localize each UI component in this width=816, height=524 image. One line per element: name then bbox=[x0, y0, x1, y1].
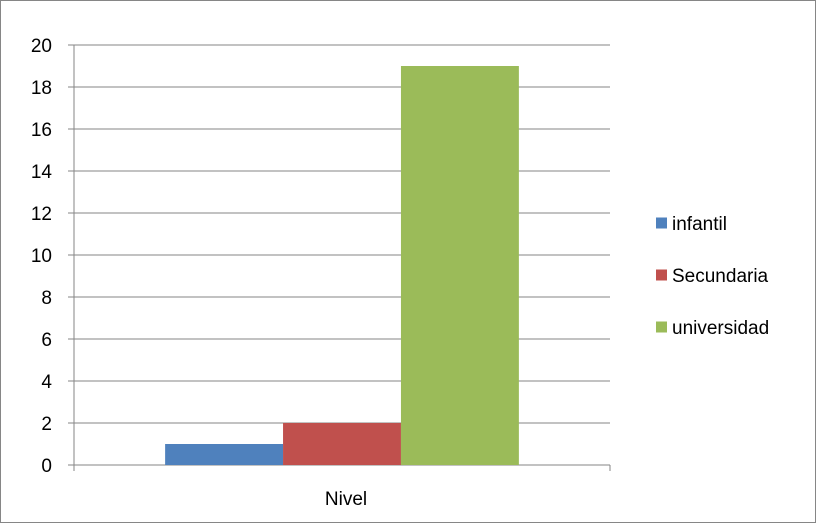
legend-label-universidad: universidad bbox=[672, 318, 769, 339]
y-tick-label: 4 bbox=[41, 372, 52, 393]
y-tick-label: 6 bbox=[41, 330, 52, 351]
legend-swatch-infantil bbox=[656, 217, 667, 229]
y-tick-label: 10 bbox=[31, 246, 52, 267]
y-tick-label: 0 bbox=[41, 456, 52, 477]
bar-secundaria bbox=[283, 423, 401, 465]
y-tick-labels: 0 2 4 6 8 10 12 14 16 18 20 bbox=[31, 36, 53, 477]
axes bbox=[73, 45, 611, 471]
legend-label-infantil: infantil bbox=[672, 214, 727, 235]
y-tick-label: 2 bbox=[41, 414, 52, 435]
bars bbox=[165, 66, 519, 465]
y-tick-label: 18 bbox=[31, 78, 52, 99]
legend: infantil Secundaria universidad bbox=[656, 214, 769, 339]
bar-infantil bbox=[165, 444, 284, 465]
y-tick-label: 12 bbox=[31, 204, 52, 225]
y-tick-label: 14 bbox=[31, 162, 53, 183]
x-category-label: Nivel bbox=[325, 489, 367, 510]
y-tick-label: 8 bbox=[41, 288, 52, 309]
y-tick-label: 20 bbox=[31, 36, 52, 57]
bar-universidad bbox=[400, 66, 519, 465]
legend-swatch-universidad bbox=[656, 321, 667, 333]
legend-swatch-secundaria bbox=[656, 269, 667, 281]
gridlines bbox=[68, 44, 610, 466]
legend-label-secundaria: Secundaria bbox=[672, 266, 769, 287]
y-tick-label: 16 bbox=[31, 120, 52, 141]
